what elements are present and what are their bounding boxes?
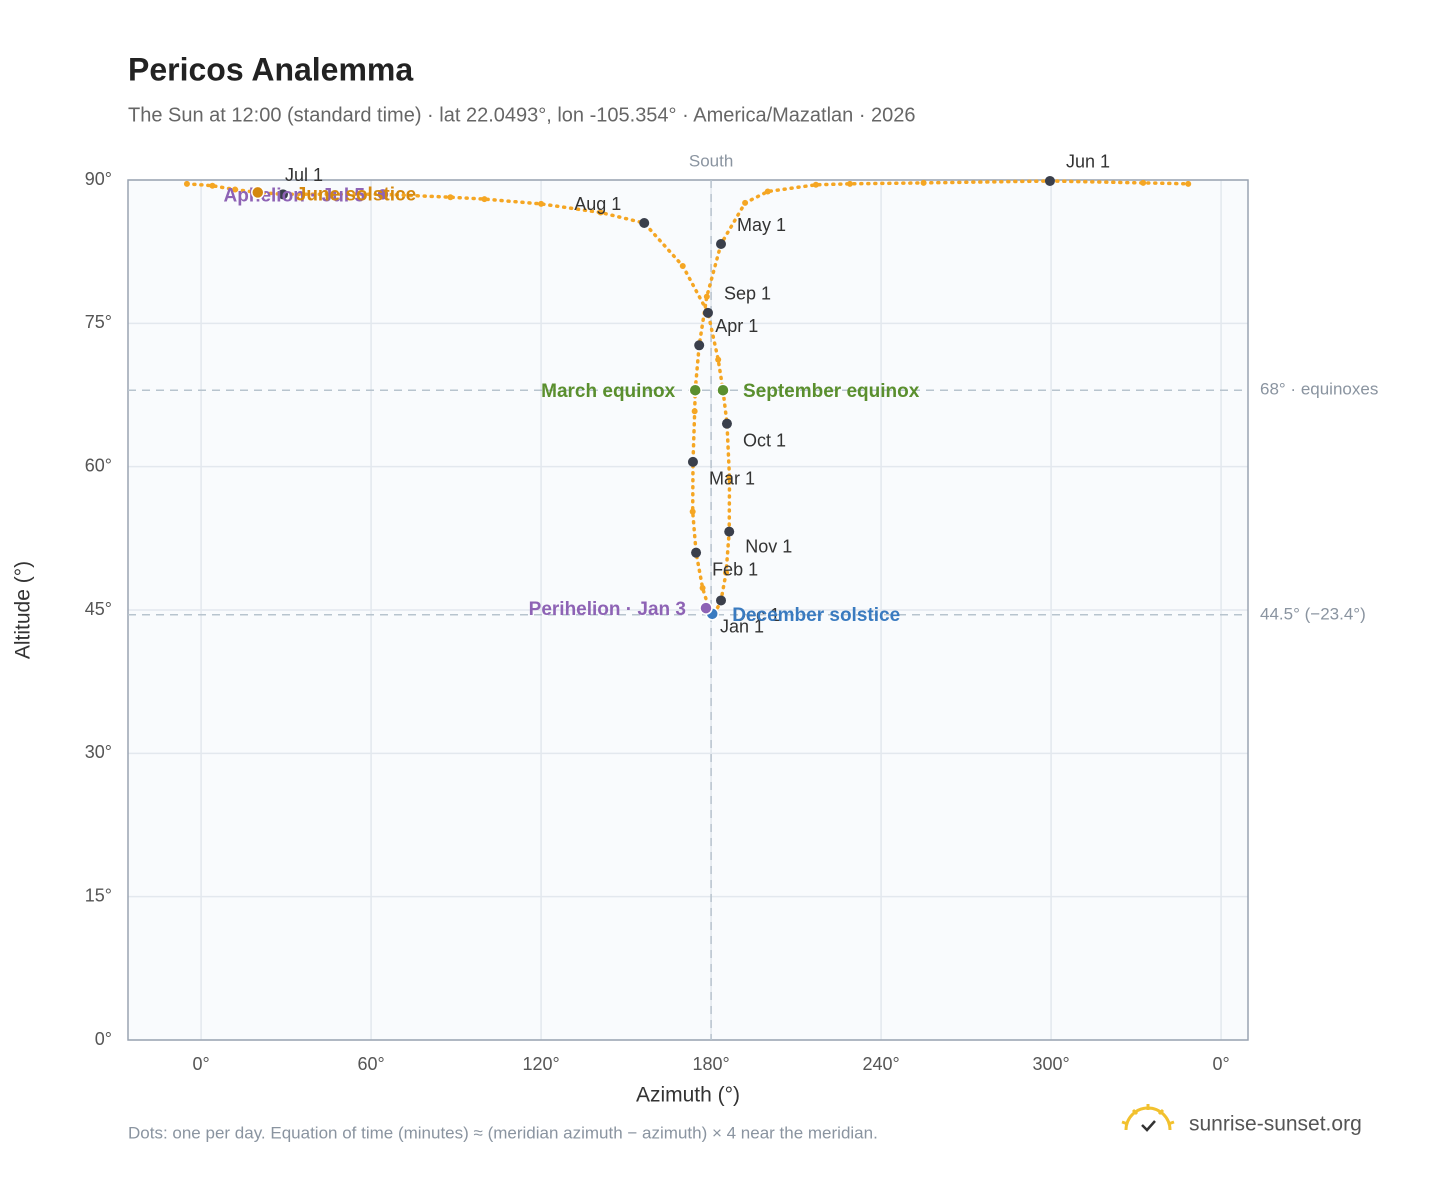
month-label: Feb 1 xyxy=(712,559,758,579)
month-dot xyxy=(702,307,713,318)
x-tick-label: 300° xyxy=(1032,1054,1069,1074)
y-tick-label: 60° xyxy=(85,455,112,475)
month-dot xyxy=(721,418,732,429)
day-dot xyxy=(764,188,771,195)
day-dot xyxy=(679,263,686,269)
month-dot xyxy=(716,239,727,250)
month-label: Aug 1 xyxy=(574,194,621,214)
brand-logo xyxy=(1121,1104,1175,1132)
month-dot xyxy=(716,595,727,606)
chart-subtitle: The Sun at 12:00 (standard time) · lat 2… xyxy=(128,104,916,126)
day-dot xyxy=(715,356,722,363)
x-tick-label: 0° xyxy=(1212,1054,1229,1074)
month-dot xyxy=(694,340,705,351)
x-axis-title: Azimuth (°) xyxy=(636,1084,740,1107)
month-label: Jun 1 xyxy=(1066,152,1110,172)
x-tick-label: 240° xyxy=(862,1054,899,1074)
month-dot xyxy=(1044,175,1055,186)
event-dot xyxy=(251,185,265,200)
event-label: March equinox xyxy=(541,381,676,402)
x-tick-label: 120° xyxy=(522,1054,559,1074)
event-label: Perihelion · Jan 3 xyxy=(529,599,686,620)
chart-title: Pericos Analemma xyxy=(128,51,413,87)
day-dot xyxy=(699,585,706,592)
day-dot xyxy=(597,209,604,216)
day-dot xyxy=(726,475,733,482)
footnote: Dots: one per day. Equation of time (min… xyxy=(128,1123,878,1142)
month-dot xyxy=(277,189,288,200)
event-dot xyxy=(376,187,390,202)
event-label: December solstice xyxy=(732,605,900,626)
month-label: Jul 1 xyxy=(285,165,323,185)
y-tick-label: 45° xyxy=(85,599,112,619)
x-tick-label: 0° xyxy=(192,1054,209,1074)
month-dot xyxy=(691,547,702,558)
day-dot xyxy=(1140,179,1147,186)
month-label: May 1 xyxy=(737,215,786,235)
month-label: Nov 1 xyxy=(745,536,792,556)
day-dot xyxy=(538,200,545,207)
day-dot xyxy=(723,569,730,576)
month-label: Apr 1 xyxy=(715,316,758,336)
month-dot xyxy=(724,526,735,537)
day-dot xyxy=(742,199,749,206)
month-label: Oct 1 xyxy=(743,430,786,450)
day-dot xyxy=(689,508,696,515)
reference-label: 68° · equinoxes xyxy=(1260,380,1378,399)
event-dot xyxy=(688,383,702,397)
event-dot xyxy=(716,383,730,397)
event-label: September equinox xyxy=(743,381,920,402)
x-tick-label: 180° xyxy=(692,1054,729,1074)
plot-frame xyxy=(127,179,1249,1041)
day-dot xyxy=(920,179,927,186)
y-tick-label: 75° xyxy=(85,312,112,332)
day-dot xyxy=(703,293,710,300)
month-label: Mar 1 xyxy=(709,469,755,489)
y-tick-label: 15° xyxy=(85,885,112,905)
reference-label: 44.5° (−23.4°) xyxy=(1260,604,1366,623)
meridian-label: South xyxy=(689,151,733,170)
y-axis-title: Altitude (°) xyxy=(12,561,35,659)
day-dot xyxy=(691,408,698,415)
y-tick-label: 30° xyxy=(85,742,112,762)
day-dot xyxy=(1185,180,1192,187)
day-dot xyxy=(846,180,853,187)
y-tick-label: 90° xyxy=(85,169,112,189)
day-dot xyxy=(232,186,239,193)
day-dot xyxy=(481,196,488,203)
event-label: June solstice xyxy=(296,184,416,205)
month-label: Jan 1 xyxy=(720,617,764,637)
day-dot xyxy=(812,181,819,188)
brand: sunrise-sunset.org xyxy=(1189,1113,1362,1136)
x-tick-label: 60° xyxy=(357,1054,384,1074)
day-dot xyxy=(183,180,190,187)
day-dot xyxy=(209,182,216,189)
event-dot xyxy=(699,601,713,615)
month-label: Dec 1 xyxy=(733,605,780,625)
month-label: Sep 1 xyxy=(724,284,771,304)
month-dot xyxy=(639,218,650,228)
day-dot xyxy=(447,194,454,201)
month-dot xyxy=(687,456,698,467)
y-tick-label: 0° xyxy=(95,1029,112,1049)
